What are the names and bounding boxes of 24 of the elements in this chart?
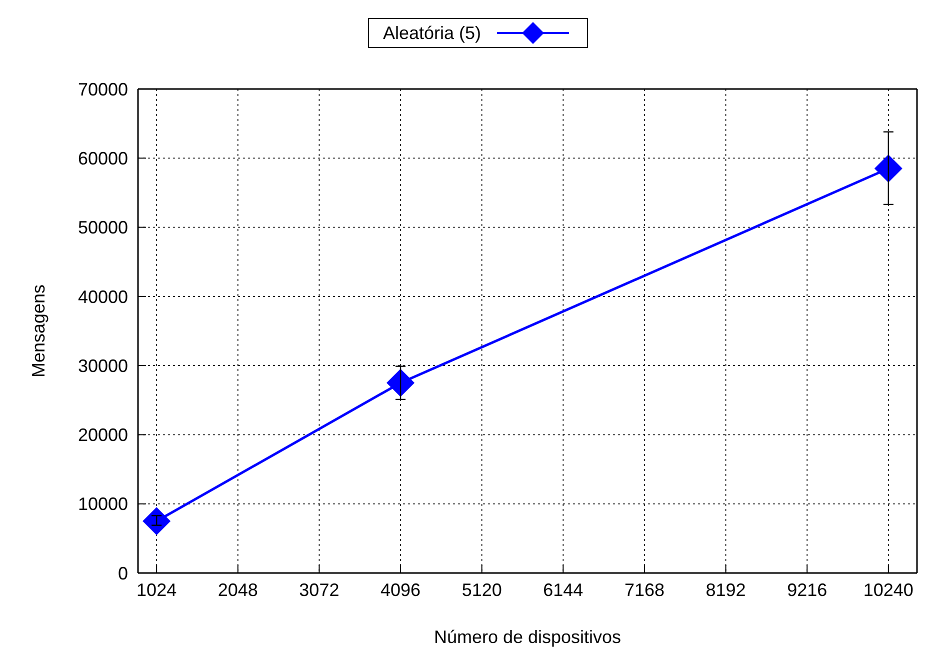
y-tick-label: 10000 <box>78 494 128 514</box>
x-tick-label: 10240 <box>863 580 914 600</box>
x-axis-title: Número de dispositivos <box>434 627 622 647</box>
x-tick-label: 9216 <box>787 580 828 600</box>
legend-label: Aleatória (5) <box>382 22 482 44</box>
x-tick-label: 7168 <box>624 580 664 600</box>
point <box>386 368 415 397</box>
y-axis-title: Mensagens <box>28 284 48 378</box>
y-tick-label: 20000 <box>78 425 128 446</box>
x-tick-label: 3072 <box>299 580 340 600</box>
y-tick-label: 60000 <box>78 148 128 169</box>
x-tick-label: 1024 <box>136 580 177 600</box>
y-tick-label: 50000 <box>78 218 128 238</box>
x-tick-label: 5120 <box>462 580 502 600</box>
x-tick-label: 4096 <box>380 580 421 600</box>
y-tick-label: 0 <box>118 563 128 584</box>
x-tick-label: 2048 <box>218 580 258 600</box>
point <box>142 507 171 536</box>
point <box>874 154 902 183</box>
y-tick-label: 40000 <box>78 286 128 307</box>
y-tick-label: 30000 <box>78 356 128 376</box>
x-tick-label: 6144 <box>543 580 584 600</box>
x-tick-label: 8192 <box>706 580 746 600</box>
y-tick-label: 70000 <box>78 79 128 100</box>
